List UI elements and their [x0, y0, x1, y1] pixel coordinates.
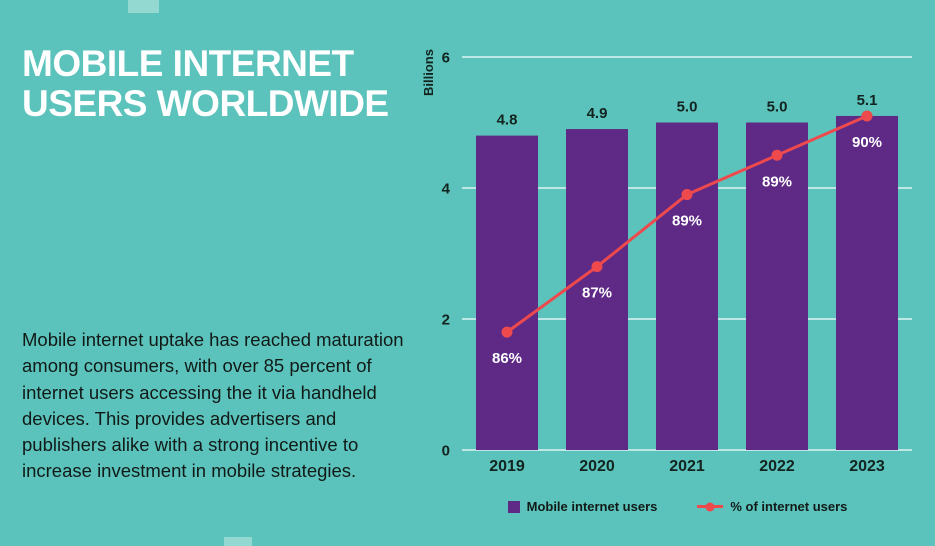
- line-point: [861, 110, 873, 122]
- bar-line-chart: 0 2 4 6 Billions 4.8 4.9 5.0 5.0 5.1 86% 87% 89% 89% 9…: [421, 49, 912, 475]
- y-axis-label-group: Billions: [421, 49, 436, 96]
- percent-label: 87%: [582, 285, 612, 302]
- bar-value-label: 5.0: [677, 99, 698, 116]
- bar-2020: [566, 129, 628, 451]
- bar-2023: [836, 115, 898, 450]
- chart-legend: Mobile internet users % of internet user…: [420, 499, 935, 514]
- legend-item-line: % of internet users: [697, 499, 847, 514]
- percent-label: 89%: [762, 173, 792, 190]
- y-tick-label: 2: [442, 312, 450, 329]
- line-point: [501, 326, 513, 338]
- x-axis-label-2019: 2019: [489, 458, 525, 475]
- bar-value-label: 5.0: [767, 99, 788, 116]
- bar-series: [476, 115, 898, 451]
- body-text: Mobile internet uptake has reached matur…: [22, 329, 404, 482]
- percent-labels: 86% 87% 89% 89% 90%: [492, 134, 882, 367]
- x-axis-labels: 2019 2020 2021 2022 2023: [489, 458, 885, 475]
- bar-2022: [746, 122, 808, 450]
- y-tick-label: 4: [442, 181, 451, 198]
- y-tick-label: 0: [442, 443, 450, 460]
- x-axis-label-2022: 2022: [759, 458, 795, 475]
- bar-value-label: 5.1: [857, 92, 878, 109]
- line-series: [501, 110, 873, 338]
- percent-label: 89%: [672, 213, 702, 230]
- x-axis-label-2021: 2021: [669, 458, 705, 475]
- bar-swatch-icon: [507, 500, 520, 513]
- line-point: [591, 261, 603, 273]
- line-dot-icon: [705, 502, 715, 511]
- y-tick-label: 6: [442, 50, 450, 67]
- line-swatch-icon: [697, 502, 724, 511]
- percent-label: 90%: [852, 134, 882, 151]
- legend-item-bars: Mobile internet users: [507, 499, 658, 514]
- y-axis-ticks: 0 2 4 6: [442, 50, 451, 460]
- line-point: [771, 149, 783, 161]
- percent-label: 86%: [492, 350, 522, 367]
- legend-label-bars: Mobile internet users: [526, 499, 658, 514]
- bar-value-labels: 4.8 4.9 5.0 5.0 5.1: [497, 92, 878, 129]
- page-title-line2: USERS WORLDWIDE: [22, 82, 389, 124]
- bar-value-label: 4.8: [497, 112, 518, 129]
- page-title: MOBILE INTERNET USERS WORLDWIDE: [22, 44, 422, 123]
- bar-value-label: 4.9: [587, 105, 608, 122]
- page-title-line1: MOBILE INTERNET: [22, 43, 354, 84]
- line-point: [681, 189, 693, 201]
- y-axis-label: Billions: [421, 49, 436, 96]
- chart-area: 0 2 4 6 Billions 4.8 4.9 5.0 5.0 5.1 86% 87% 89% 89% 9…: [420, 0, 935, 546]
- bar-2019: [476, 135, 538, 450]
- text-column: MOBILE INTERNET USERS WORLDWIDE: [22, 44, 422, 123]
- bar-2021: [656, 122, 718, 450]
- decorative-square-bottom: [224, 537, 252, 546]
- decorative-square-top: [128, 0, 159, 13]
- x-axis-label-2020: 2020: [579, 458, 615, 475]
- x-axis-label-2023: 2023: [849, 458, 885, 475]
- legend-label-line: % of internet users: [730, 499, 848, 514]
